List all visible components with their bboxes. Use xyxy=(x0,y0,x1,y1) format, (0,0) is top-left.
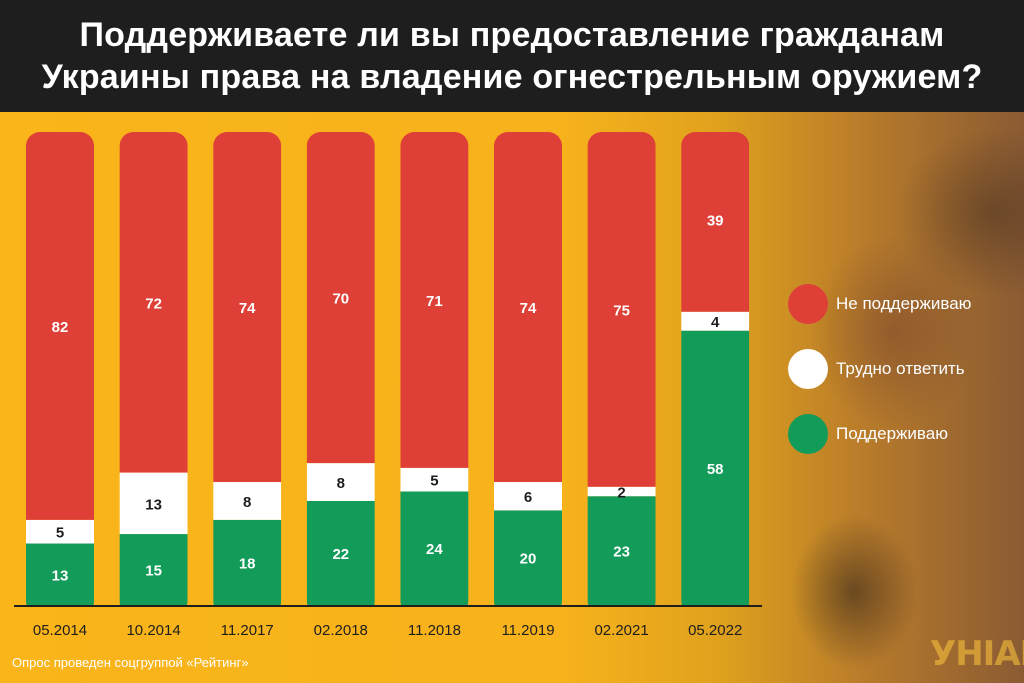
value-label-support-02.2018: 22 xyxy=(332,546,349,563)
value-label-oppose-11.2019: 74 xyxy=(520,300,537,317)
legend-label-oppose: Не поддерживаю xyxy=(836,294,972,313)
bar-segment-support-02.2021 xyxy=(587,496,656,605)
bar-segment-support-05.2014 xyxy=(26,543,94,605)
bar-group-02.2021 xyxy=(587,132,656,605)
category-label-10.2014: 10.2014 xyxy=(126,622,180,639)
source-note: Опрос проведен соцгруппой «Рейтинг» xyxy=(12,655,249,670)
bar-segment-oppose-02.2021 xyxy=(587,132,656,487)
value-label-oppose-05.2014: 82 xyxy=(52,319,69,336)
value-label-oppose-10.2014: 72 xyxy=(145,295,162,312)
chart-area: 13 5 82 05.2014 15 13 72 10.2014 18 8 74 11.2017 22 8… xyxy=(0,112,1024,683)
category-label-02.2018: 02.2018 xyxy=(314,622,368,639)
bar-segment-oppose-02.2018 xyxy=(306,132,375,464)
bar-group-11.2017 xyxy=(213,132,282,605)
category-label-11.2017: 11.2017 xyxy=(221,622,274,639)
value-label-hard-to-say-05.2022: 4 xyxy=(711,314,720,331)
value-label-support-05.2022: 58 xyxy=(707,461,724,478)
value-label-support-05.2014: 13 xyxy=(52,567,69,584)
category-label-11.2018: 11.2018 xyxy=(408,622,461,639)
stacked-bar-chart: 1358205.201415137210.20141887411.2017228… xyxy=(14,132,762,639)
bar-segment-hard-to-say-05.2022 xyxy=(681,311,750,331)
bar-segment-oppose-05.2022 xyxy=(681,132,750,312)
bar-segment-oppose-10.2014 xyxy=(119,132,188,473)
value-label-oppose-02.2018: 70 xyxy=(332,291,349,308)
value-label-oppose-11.2018: 71 xyxy=(426,293,443,310)
value-label-oppose-11.2017: 74 xyxy=(239,300,256,317)
legend-swatch-support xyxy=(788,414,828,454)
value-label-hard-to-say-11.2018: 5 xyxy=(430,473,438,490)
bar-segment-hard-to-say-11.2019 xyxy=(494,482,562,511)
value-label-support-11.2017: 18 xyxy=(239,555,256,572)
bar-segment-hard-to-say-11.2018 xyxy=(400,467,469,492)
category-label-11.2019: 11.2019 xyxy=(501,622,554,639)
bar-segment-support-02.2018 xyxy=(306,500,375,605)
bar-segment-support-11.2018 xyxy=(400,491,469,605)
value-label-support-11.2019: 20 xyxy=(520,551,537,568)
bar-group-05.2022 xyxy=(681,132,750,605)
bar-segment-hard-to-say-02.2021 xyxy=(587,486,656,497)
value-label-hard-to-say-11.2017: 8 xyxy=(243,494,251,511)
value-label-hard-to-say-02.2021: 2 xyxy=(617,484,625,501)
bar-group-11.2019 xyxy=(494,132,562,605)
bar-segment-oppose-11.2017 xyxy=(213,132,282,483)
value-label-oppose-02.2021: 75 xyxy=(613,302,630,319)
legend-item-oppose: Не поддерживаю xyxy=(788,284,1018,328)
category-label-02.2021: 02.2021 xyxy=(594,622,648,639)
bar-group-10.2014 xyxy=(119,132,188,605)
value-label-hard-to-say-05.2014: 5 xyxy=(56,525,64,542)
bar-group-02.2018 xyxy=(306,132,375,605)
value-label-support-11.2018: 24 xyxy=(426,541,443,558)
bar-segment-support-11.2019 xyxy=(494,510,562,605)
legend-label-hard-to-say: Трудно ответить xyxy=(836,359,965,378)
bar-segment-oppose-11.2018 xyxy=(400,132,469,468)
bar-segment-oppose-05.2014 xyxy=(26,132,94,520)
legend-swatch-hard-to-say xyxy=(788,349,828,389)
value-label-support-10.2014: 15 xyxy=(145,563,162,580)
header-bar: Поддерживаете ли вы предоставление гражд… xyxy=(0,0,1024,112)
bar-segment-support-05.2022 xyxy=(681,330,750,605)
bar-segment-oppose-11.2019 xyxy=(494,132,562,483)
bar-segment-hard-to-say-05.2014 xyxy=(26,519,94,544)
value-label-support-02.2021: 23 xyxy=(613,544,630,561)
legend-item-hard-to-say: Трудно ответить xyxy=(788,349,1018,393)
chart-title: Поддерживаете ли вы предоставление гражд… xyxy=(41,16,983,96)
legend-item-support: Поддерживаю xyxy=(788,414,1018,458)
bar-segment-hard-to-say-10.2014 xyxy=(119,472,188,535)
value-label-hard-to-say-11.2019: 6 xyxy=(524,489,532,506)
legend-label-support: Поддерживаю xyxy=(836,424,948,443)
bar-segment-hard-to-say-02.2018 xyxy=(306,463,375,501)
bar-segment-support-10.2014 xyxy=(119,534,188,605)
bar-segment-support-11.2017 xyxy=(213,519,282,605)
category-label-05.2014: 05.2014 xyxy=(33,622,87,639)
unian-logo: УНІАН xyxy=(930,634,1024,674)
bar-group-11.2018 xyxy=(400,132,469,605)
value-label-oppose-05.2022: 39 xyxy=(707,213,724,230)
bar-segment-hard-to-say-11.2017 xyxy=(213,482,282,520)
legend-swatch-oppose xyxy=(788,284,828,324)
category-label-05.2022: 05.2022 xyxy=(688,622,742,639)
bar-group-05.2014 xyxy=(26,132,94,605)
value-label-hard-to-say-02.2018: 8 xyxy=(337,475,345,492)
value-label-hard-to-say-10.2014: 13 xyxy=(145,496,162,513)
